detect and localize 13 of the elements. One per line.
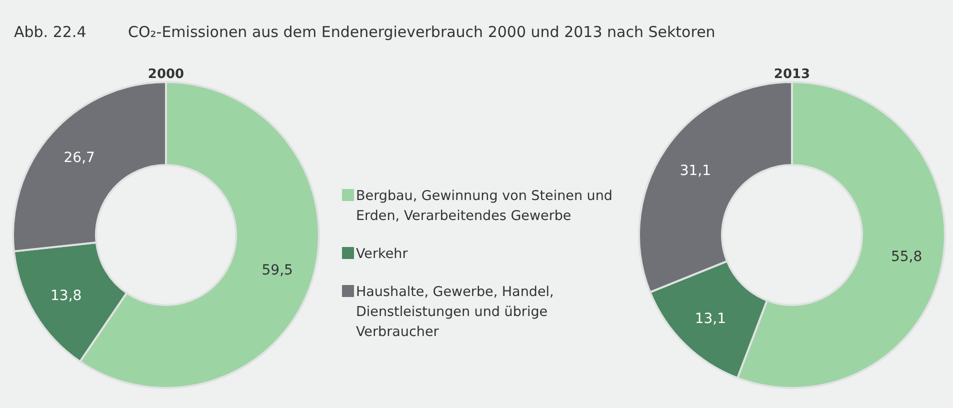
data-label: 13,8 bbox=[50, 288, 82, 304]
data-label: 31,1 bbox=[680, 162, 712, 179]
chart-title: 2013 bbox=[774, 67, 810, 82]
data-label: 55,8 bbox=[890, 249, 922, 266]
legend-label: Verkehr bbox=[356, 246, 408, 262]
data-label: 59,5 bbox=[262, 262, 293, 278]
data-label: 26,7 bbox=[64, 150, 95, 166]
text: CO₂-Emissionen aus dem Endenergieverbrauch 2000 und 2013 nach Sektoren bbox=[128, 23, 716, 41]
legend-label: Bergbau, Gewinnung von Steinen und Erden, Verarbeitendes Gewerbe bbox=[356, 188, 612, 224]
data-label: 13,1 bbox=[694, 311, 726, 328]
legend-label: Haushalte, Gewerbe, Handel, Dienstleistungen und übrige Verbraucher bbox=[356, 284, 554, 340]
caption: Abb. 22.4 bbox=[14, 23, 86, 41]
chart-title: 2000 bbox=[148, 67, 184, 82]
